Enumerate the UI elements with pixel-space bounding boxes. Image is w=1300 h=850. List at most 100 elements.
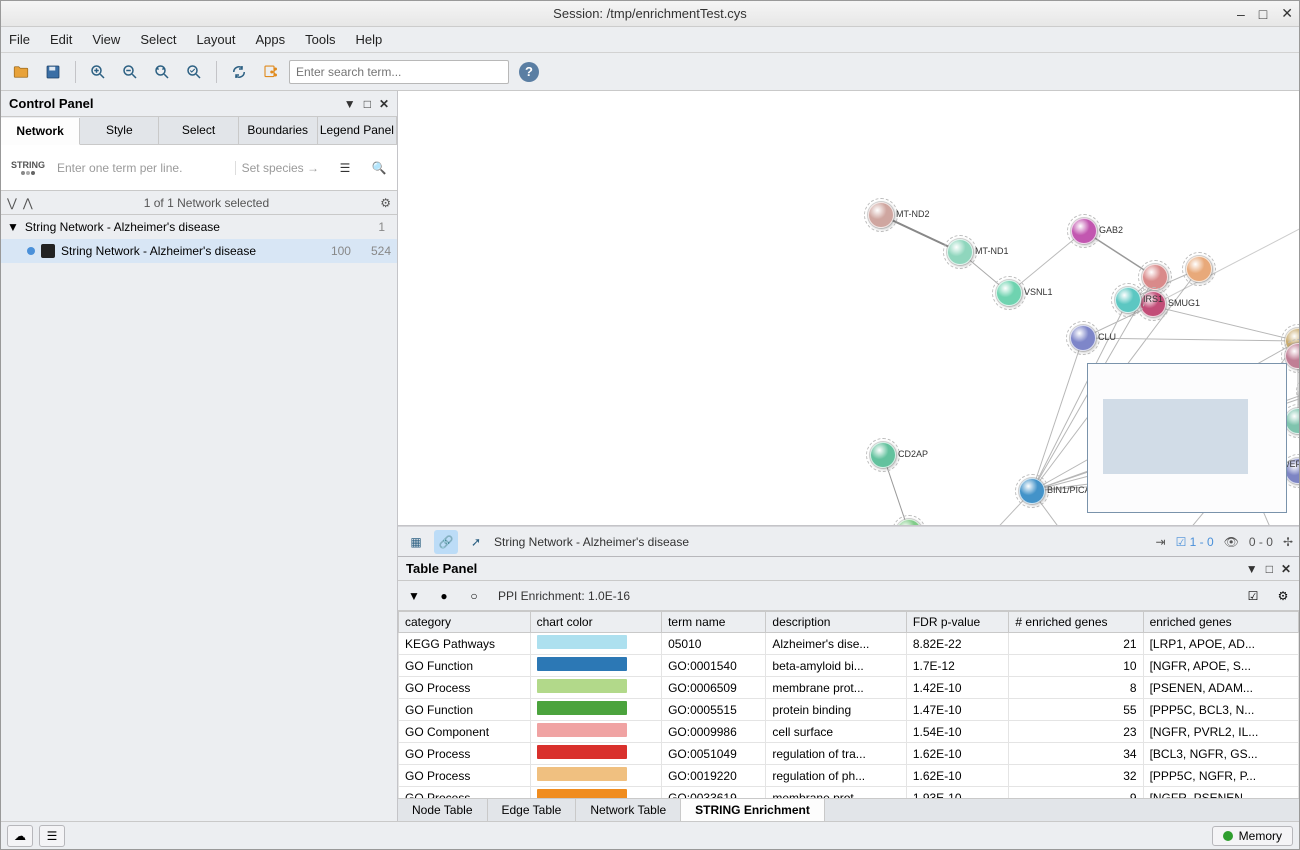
cell-enriched-count[interactable]: 21: [1009, 633, 1143, 655]
table-checkbox-icon[interactable]: ☑: [1243, 586, 1263, 606]
cell-fdr-pvalue[interactable]: 1.54E-10: [906, 721, 1009, 743]
network-minimap[interactable]: [1087, 363, 1287, 513]
cell-fdr-pvalue[interactable]: 1.62E-10: [906, 765, 1009, 787]
cell-enriched-genes[interactable]: [PPP5C, NGFR, P...: [1143, 765, 1298, 787]
cell-enriched-genes[interactable]: [PPP5C, BCL3, N...: [1143, 699, 1298, 721]
cell-category[interactable]: GO Component: [399, 721, 531, 743]
col-description[interactable]: description: [766, 612, 906, 633]
cell-chart-color[interactable]: [530, 677, 662, 699]
menu-apps[interactable]: Apps: [254, 30, 288, 49]
network-item-row[interactable]: String Network - Alzheimer's disease 100…: [1, 239, 397, 263]
tab-style[interactable]: Style: [80, 117, 159, 144]
string-db-logo[interactable]: STRING: [5, 148, 51, 188]
table-row[interactable]: GO Component GO:0009986 cell surface 1.54E-…: [399, 721, 1299, 743]
cell-category[interactable]: GO Function: [399, 655, 531, 677]
tab-legend-panel[interactable]: Legend Panel: [318, 117, 397, 144]
cell-category[interactable]: KEGG Pathways: [399, 633, 531, 655]
cell-description[interactable]: cell surface: [766, 721, 906, 743]
menu-file[interactable]: File: [7, 30, 32, 49]
cell-term-name[interactable]: GO:0001540: [662, 655, 766, 677]
help-icon[interactable]: ?: [519, 62, 539, 82]
cell-enriched-genes[interactable]: [BCL3, NGFR, GS...: [1143, 743, 1298, 765]
cell-category[interactable]: GO Process: [399, 787, 531, 799]
control-panel-collapse-icon[interactable]: ▼: [344, 97, 356, 111]
network-group-row[interactable]: ▼ String Network - Alzheimer's disease 1: [1, 215, 397, 239]
cell-description[interactable]: Alzheimer's dise...: [766, 633, 906, 655]
set-species-link[interactable]: Set species →: [242, 161, 319, 175]
table-row[interactable]: GO Process GO:0006509 membrane prot... 1.42…: [399, 677, 1299, 699]
cell-fdr-pvalue[interactable]: 1.42E-10: [906, 677, 1009, 699]
cell-enriched-count[interactable]: 32: [1009, 765, 1143, 787]
cell-enriched-count[interactable]: 34: [1009, 743, 1143, 765]
expand-all-icon[interactable]: ⋀: [23, 196, 33, 210]
zoom-selected-icon[interactable]: [180, 58, 208, 86]
cell-term-name[interactable]: GO:0033619: [662, 787, 766, 799]
cell-term-name[interactable]: GO:0006509: [662, 677, 766, 699]
col-fdr[interactable]: FDR p-value: [906, 612, 1009, 633]
table-settings-gear-icon[interactable]: ⚙: [1273, 586, 1293, 606]
annotate-icon[interactable]: ➚: [464, 530, 488, 554]
tab-edge-table[interactable]: Edge Table: [488, 799, 577, 821]
table-row[interactable]: GO Function GO:0005515 protein binding 1.47…: [399, 699, 1299, 721]
list-view-icon[interactable]: ☰: [39, 825, 65, 847]
cell-enriched-genes[interactable]: [PSENEN, ADAM...: [1143, 677, 1298, 699]
control-panel-close-icon[interactable]: ✕: [379, 97, 389, 111]
col-term-name[interactable]: term name: [662, 612, 766, 633]
menu-help[interactable]: Help: [354, 30, 385, 49]
cell-enriched-count[interactable]: 10: [1009, 655, 1143, 677]
global-search-input[interactable]: [289, 60, 509, 84]
cell-enriched-count[interactable]: 55: [1009, 699, 1143, 721]
tree-expand-arrow-icon[interactable]: ▼: [7, 220, 19, 234]
string-term-input[interactable]: Enter one term per line.: [57, 161, 236, 175]
maximize-button[interactable]: □: [1259, 6, 1267, 22]
cell-description[interactable]: regulation of ph...: [766, 765, 906, 787]
cell-category[interactable]: GO Process: [399, 677, 531, 699]
enrichment-table-wrap[interactable]: category chart color term name descripti…: [398, 611, 1299, 798]
enrichment-table[interactable]: category chart color term name descripti…: [398, 611, 1299, 798]
col-genes[interactable]: enriched genes: [1143, 612, 1298, 633]
cell-category[interactable]: GO Function: [399, 699, 531, 721]
col-count[interactable]: # enriched genes: [1009, 612, 1143, 633]
tab-boundaries[interactable]: Boundaries: [239, 117, 318, 144]
cell-term-name[interactable]: 05010: [662, 633, 766, 655]
export-network-icon[interactable]: ⇥: [1156, 535, 1166, 549]
cell-category[interactable]: GO Process: [399, 743, 531, 765]
collapse-all-icon[interactable]: ⋁: [7, 196, 17, 210]
table-panel-collapse-icon[interactable]: ▼: [1246, 562, 1258, 576]
color-wheel-icon[interactable]: ●: [434, 586, 454, 606]
cell-category[interactable]: GO Process: [399, 765, 531, 787]
cell-enriched-count[interactable]: 23: [1009, 721, 1143, 743]
cell-term-name[interactable]: GO:0019220: [662, 765, 766, 787]
tab-select[interactable]: Select: [159, 117, 238, 144]
memory-indicator-button[interactable]: Memory: [1212, 826, 1293, 846]
fit-content-icon[interactable]: [148, 58, 176, 86]
cell-chart-color[interactable]: [530, 787, 662, 799]
open-folder-icon[interactable]: [7, 58, 35, 86]
cell-chart-color[interactable]: [530, 699, 662, 721]
cell-enriched-genes[interactable]: [NGFR, APOE, S...: [1143, 655, 1298, 677]
cell-chart-color[interactable]: [530, 743, 662, 765]
table-panel-close-icon[interactable]: ✕: [1281, 562, 1291, 576]
network-share-icon[interactable]: 🔗: [434, 530, 458, 554]
cell-description[interactable]: membrane prot...: [766, 787, 906, 799]
cell-term-name[interactable]: GO:0005515: [662, 699, 766, 721]
col-chart-color[interactable]: chart color: [530, 612, 662, 633]
cell-fdr-pvalue[interactable]: 1.7E-12: [906, 655, 1009, 677]
control-panel-restore-icon[interactable]: □: [364, 97, 371, 111]
table-row[interactable]: GO Process GO:0033619 membrane prot... 1.93…: [399, 787, 1299, 799]
cell-description[interactable]: membrane prot...: [766, 677, 906, 699]
cell-description[interactable]: beta-amyloid bi...: [766, 655, 906, 677]
cell-fdr-pvalue[interactable]: 1.62E-10: [906, 743, 1009, 765]
hamburger-menu-icon[interactable]: ☰: [331, 154, 359, 182]
cell-description[interactable]: protein binding: [766, 699, 906, 721]
table-panel-restore-icon[interactable]: □: [1266, 562, 1273, 576]
zoom-out-icon[interactable]: [116, 58, 144, 86]
cell-term-name[interactable]: GO:0009986: [662, 721, 766, 743]
cell-chart-color[interactable]: [530, 633, 662, 655]
cell-chart-color[interactable]: [530, 721, 662, 743]
close-button[interactable]: ✕: [1281, 5, 1293, 22]
tab-node-table[interactable]: Node Table: [398, 799, 488, 821]
refresh-icon[interactable]: [225, 58, 253, 86]
cell-enriched-count[interactable]: 9: [1009, 787, 1143, 799]
table-row[interactable]: GO Process GO:0051049 regulation of tra...…: [399, 743, 1299, 765]
